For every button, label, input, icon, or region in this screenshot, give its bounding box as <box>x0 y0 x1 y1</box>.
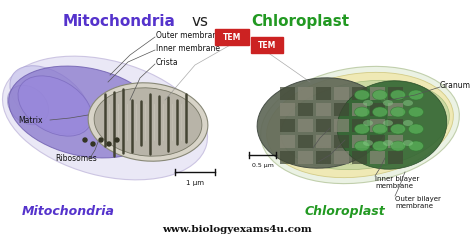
Ellipse shape <box>383 100 393 106</box>
Text: TEM: TEM <box>258 41 276 50</box>
Ellipse shape <box>373 90 388 100</box>
Bar <box>388 135 403 148</box>
Text: Inner membrane: Inner membrane <box>156 43 220 52</box>
Ellipse shape <box>373 107 388 117</box>
Text: Granum: Granum <box>440 80 471 89</box>
Bar <box>388 151 403 164</box>
Bar <box>316 103 331 116</box>
Text: Outer membrane: Outer membrane <box>156 31 222 40</box>
Text: Chloroplast: Chloroplast <box>251 14 349 29</box>
FancyBboxPatch shape <box>251 37 283 53</box>
Bar <box>370 103 385 116</box>
Bar <box>316 135 331 148</box>
Ellipse shape <box>409 90 423 100</box>
Ellipse shape <box>10 66 90 134</box>
Ellipse shape <box>403 140 413 146</box>
Ellipse shape <box>94 88 202 156</box>
Circle shape <box>107 142 111 146</box>
Ellipse shape <box>409 141 423 151</box>
Bar <box>352 151 367 164</box>
Bar <box>370 87 385 100</box>
Circle shape <box>99 138 103 142</box>
Ellipse shape <box>403 100 413 106</box>
Ellipse shape <box>2 56 208 180</box>
Ellipse shape <box>409 107 423 117</box>
Text: Mitochondria: Mitochondria <box>63 14 175 29</box>
Bar <box>298 119 313 132</box>
Text: Inner bilayer
membrane: Inner bilayer membrane <box>375 176 419 189</box>
Text: www.biologyexams4u.com: www.biologyexams4u.com <box>162 225 312 234</box>
Circle shape <box>83 138 87 142</box>
Ellipse shape <box>363 100 373 106</box>
Bar <box>298 87 313 100</box>
Bar <box>334 119 349 132</box>
Ellipse shape <box>88 83 208 161</box>
Bar <box>352 135 367 148</box>
Text: Matrix: Matrix <box>18 115 43 124</box>
Ellipse shape <box>281 80 449 170</box>
Text: Stroma: Stroma <box>313 144 341 153</box>
Ellipse shape <box>391 107 405 117</box>
Ellipse shape <box>373 124 388 134</box>
Ellipse shape <box>373 141 388 151</box>
Ellipse shape <box>383 140 393 146</box>
Ellipse shape <box>337 81 447 169</box>
Ellipse shape <box>267 72 453 178</box>
Ellipse shape <box>355 141 370 151</box>
Text: 0.5 µm: 0.5 µm <box>252 163 274 168</box>
Ellipse shape <box>261 66 459 184</box>
Bar <box>280 119 295 132</box>
Text: TEM: TEM <box>223 33 241 42</box>
Bar <box>298 103 313 116</box>
Bar <box>352 87 367 100</box>
Bar <box>370 119 385 132</box>
Ellipse shape <box>391 90 405 100</box>
Bar <box>280 87 295 100</box>
Ellipse shape <box>409 124 423 134</box>
Text: 1 µm: 1 µm <box>186 180 204 186</box>
Text: Mitochondria: Mitochondria <box>21 205 114 218</box>
Bar <box>334 103 349 116</box>
Text: Ribosomes: Ribosomes <box>55 154 97 163</box>
Bar <box>388 103 403 116</box>
Ellipse shape <box>355 90 370 100</box>
Text: Chloroplast: Chloroplast <box>305 205 385 218</box>
Bar <box>316 151 331 164</box>
Circle shape <box>91 142 95 146</box>
Ellipse shape <box>257 78 387 168</box>
Ellipse shape <box>8 85 48 125</box>
Ellipse shape <box>403 120 413 126</box>
Text: Thylakoid: Thylakoid <box>318 157 355 166</box>
Text: vs: vs <box>191 14 209 29</box>
Ellipse shape <box>18 76 92 136</box>
Text: Outer bilayer
membrane: Outer bilayer membrane <box>395 196 441 209</box>
Ellipse shape <box>391 141 405 151</box>
Ellipse shape <box>391 124 405 134</box>
Bar <box>334 151 349 164</box>
Bar <box>316 119 331 132</box>
Ellipse shape <box>363 140 373 146</box>
Bar <box>334 87 349 100</box>
Ellipse shape <box>363 120 373 126</box>
Bar <box>334 135 349 148</box>
Ellipse shape <box>355 107 370 117</box>
Bar <box>298 151 313 164</box>
Bar <box>388 119 403 132</box>
Bar <box>352 103 367 116</box>
Bar <box>370 151 385 164</box>
Bar <box>316 87 331 100</box>
Bar <box>280 103 295 116</box>
Ellipse shape <box>9 66 161 158</box>
Bar <box>298 135 313 148</box>
Bar <box>280 151 295 164</box>
Circle shape <box>115 138 119 142</box>
Bar <box>280 135 295 148</box>
Bar <box>370 135 385 148</box>
Ellipse shape <box>383 120 393 126</box>
Bar <box>352 119 367 132</box>
Ellipse shape <box>355 124 370 134</box>
FancyBboxPatch shape <box>215 29 249 45</box>
Bar <box>388 87 403 100</box>
Text: Crista: Crista <box>156 58 179 67</box>
